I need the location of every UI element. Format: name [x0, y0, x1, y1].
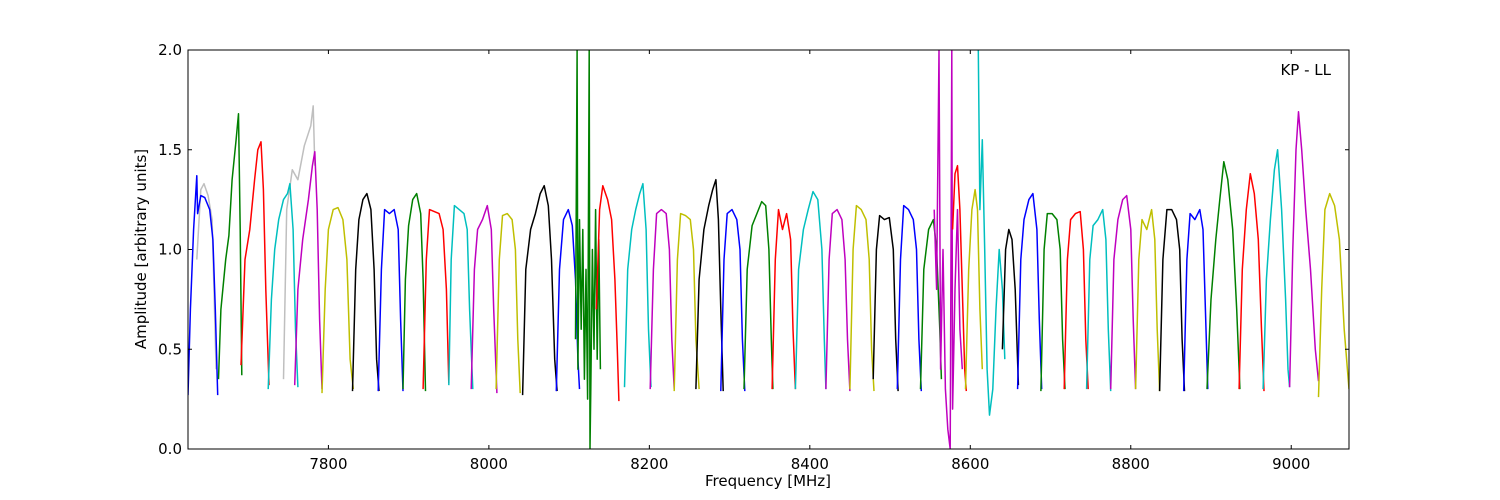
x-tick-label: 9000 — [1272, 455, 1310, 473]
series-line — [377, 208, 404, 392]
series-line — [402, 192, 427, 392]
series-line — [595, 184, 620, 402]
series-line — [649, 208, 675, 390]
series-line — [1262, 149, 1291, 390]
y-axis-label: Amplitude [arbitrary units] — [132, 149, 150, 349]
series-line — [1109, 194, 1137, 390]
series-line — [217, 113, 243, 380]
y-tick-label: 0.0 — [158, 440, 182, 458]
series-line — [743, 200, 774, 390]
x-tick-label: 8200 — [630, 455, 668, 473]
series-line — [1158, 208, 1186, 392]
series-line — [1016, 192, 1043, 390]
series-line — [964, 188, 984, 390]
series-line — [1182, 208, 1209, 392]
x-tick-label: 8800 — [1112, 455, 1150, 473]
y-tick-label: 2.0 — [158, 41, 182, 59]
series-line — [933, 50, 964, 449]
series-line — [1001, 228, 1020, 386]
series-line — [794, 190, 827, 390]
series-line — [1288, 111, 1320, 388]
y-tick-label: 1.0 — [158, 241, 182, 259]
series-line — [872, 214, 899, 392]
series-line — [623, 182, 652, 388]
series-line — [1040, 212, 1066, 392]
series-line — [1317, 192, 1349, 398]
y-tick-label: 1.5 — [158, 141, 182, 159]
x-tick-label: 8600 — [951, 455, 989, 473]
x-tick-label: 8000 — [470, 455, 508, 473]
series-line — [293, 150, 323, 390]
series-line — [521, 184, 558, 396]
series-line — [321, 206, 355, 394]
series-line — [695, 178, 724, 392]
series-line — [1085, 208, 1112, 392]
series-line — [825, 208, 851, 392]
ticks-layer: 7800 8000 8200 8400 8600 8800 9000 0.0 0.5 1.0 1.5… — [158, 41, 1349, 473]
series-line — [977, 50, 1006, 416]
series-line — [951, 164, 968, 392]
series-line — [351, 192, 380, 392]
series-line — [282, 105, 316, 380]
series-line — [240, 141, 270, 386]
series-line — [1134, 208, 1161, 392]
x-axis-label: Frequency [MHz] — [705, 472, 831, 490]
series-line — [720, 208, 746, 392]
series-line — [771, 208, 797, 390]
series-line — [849, 204, 875, 392]
x-tick-label: 8400 — [791, 455, 829, 473]
y-tick-label: 0.5 — [158, 340, 182, 358]
series-line — [422, 208, 450, 390]
series-line — [448, 204, 474, 390]
series-line — [495, 212, 521, 394]
series-line — [896, 204, 923, 392]
series-line — [1063, 210, 1089, 390]
series-line — [1206, 160, 1241, 390]
series-line — [267, 182, 299, 390]
x-tick-label: 7800 — [309, 455, 347, 473]
series-line — [574, 50, 602, 449]
series-layer — [188, 50, 1349, 449]
series-line — [673, 212, 700, 392]
series-line — [1238, 172, 1265, 392]
series-line — [188, 174, 219, 396]
series-line — [470, 204, 498, 394]
annotation-label: KP - LL — [1280, 61, 1331, 79]
